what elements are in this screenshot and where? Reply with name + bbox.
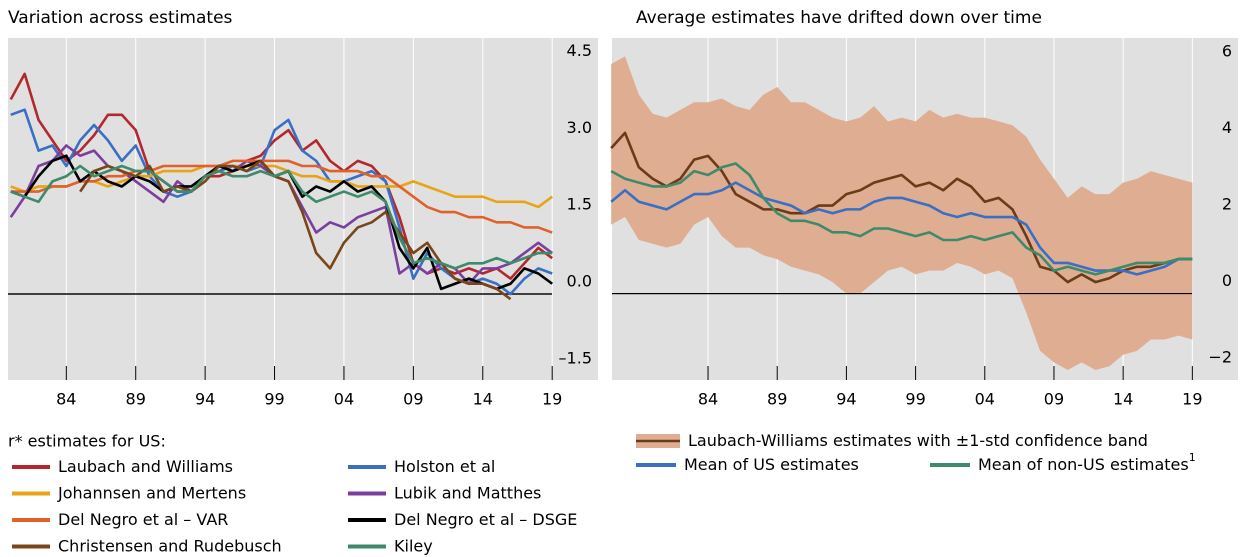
x-tick-label: 94 bbox=[836, 390, 856, 409]
y-tick-label: 4 bbox=[1222, 118, 1232, 137]
series-line bbox=[610, 162, 1193, 276]
legend-label-text: Del Negro et al – DSGE bbox=[394, 510, 577, 529]
x-tick-label: 04 bbox=[334, 390, 354, 409]
x-tick-label: 14 bbox=[473, 390, 493, 409]
y-tick-label: 0.0 bbox=[567, 271, 592, 290]
x-tick-label: 19 bbox=[1182, 390, 1202, 409]
y-tick-label: 2 bbox=[1222, 195, 1232, 214]
legend-label-text: Lubik and Matthes bbox=[394, 483, 541, 502]
x-tick-label: 84 bbox=[56, 390, 76, 409]
legend-footnote-marker: 1 bbox=[1189, 451, 1196, 464]
y-tick-label: 3.0 bbox=[567, 118, 592, 137]
series-line bbox=[79, 159, 512, 301]
legend-title: r* estimates for US: bbox=[8, 432, 166, 451]
legend-label: Kiley bbox=[394, 536, 433, 555]
y-tick-label: 6 bbox=[1222, 42, 1232, 61]
y-tick-label: 0 bbox=[1222, 271, 1232, 290]
series-line bbox=[10, 164, 553, 209]
x-tick-label: 14 bbox=[1113, 390, 1133, 409]
x-tick-label: 94 bbox=[195, 390, 215, 409]
y-tick-label: 4.5 bbox=[567, 41, 592, 60]
series-line bbox=[10, 164, 553, 270]
legend-label: Holston et al bbox=[394, 457, 495, 476]
series-line bbox=[10, 159, 553, 234]
legend-label-text: Mean of non-US estimates bbox=[978, 455, 1189, 474]
x-tick-label: 19 bbox=[542, 390, 562, 409]
legend-label: Laubach and Williams bbox=[58, 457, 233, 476]
y-tick-label: −2 bbox=[1208, 348, 1232, 367]
x-tick-label: 09 bbox=[403, 390, 423, 409]
series-line bbox=[610, 181, 1193, 276]
legend-label-text: Laubach and Williams bbox=[58, 457, 233, 476]
series-line bbox=[610, 131, 1193, 284]
x-tick-label: 84 bbox=[698, 390, 718, 409]
confidence-band bbox=[611, 56, 1193, 371]
legend-label: Mean of US estimates bbox=[684, 455, 859, 474]
x-tick-label: 89 bbox=[767, 390, 787, 409]
legend-label-text: Del Negro et al – VAR bbox=[58, 510, 228, 529]
legend-label-text: Laubach-Williams estimates with ±1-std c… bbox=[688, 431, 1148, 450]
series-line bbox=[9, 72, 553, 280]
legend-label: Christensen and Rudebusch bbox=[58, 536, 282, 555]
x-tick-label: 09 bbox=[1044, 390, 1064, 409]
legend-label-text: Kiley bbox=[394, 536, 433, 555]
y-tick-label: –1.5 bbox=[559, 348, 592, 367]
y-tick-label: 1.5 bbox=[567, 195, 592, 214]
legend-label-text: Mean of US estimates bbox=[684, 455, 859, 474]
x-tick-label: 99 bbox=[905, 390, 925, 409]
legend-label-text: Holston et al bbox=[394, 457, 495, 476]
x-tick-label: 04 bbox=[975, 390, 995, 409]
x-tick-label: 89 bbox=[126, 390, 146, 409]
legend-label: Mean of non-US estimates1 bbox=[978, 451, 1196, 474]
legend-label-text: Johannsen and Mertens bbox=[57, 483, 246, 502]
chart-title: Variation across estimates bbox=[8, 8, 233, 28]
legend-label: Del Negro et al – DSGE bbox=[394, 510, 577, 529]
x-tick-label: 99 bbox=[264, 390, 284, 409]
legend-label: Del Negro et al – VAR bbox=[58, 510, 228, 529]
legend-label: Johannsen and Mertens bbox=[57, 483, 246, 502]
chart-title: Average estimates have drifted down over… bbox=[636, 8, 1042, 28]
legend-label: Lubik and Matthes bbox=[394, 483, 541, 502]
legend-label: Laubach-Williams estimates with ±1-std c… bbox=[688, 431, 1148, 450]
legend-label-text: Christensen and Rudebusch bbox=[58, 536, 282, 555]
